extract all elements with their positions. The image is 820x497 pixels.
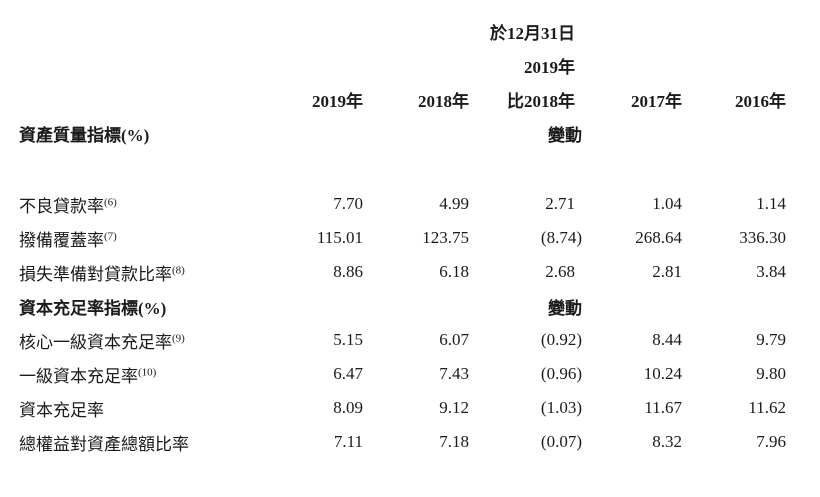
footnote-marker: (8) [172,263,185,276]
value-cell: 8.86 [333,262,363,281]
value-cell: 7.11 [333,432,363,451]
header-col-2016: 2016年 [735,91,786,111]
value-cell: (0.92) [540,330,582,349]
value-cell: 7.70 [333,194,363,213]
header-change-line1-row: 2019年 [19,48,786,82]
value-cell: 9.79 [756,330,786,349]
header-col-change: 比2018年 [507,91,575,111]
value-cell: 8.09 [333,398,363,417]
header-change-line3-cell: 變動 [469,116,582,150]
value-cell: 2.71 [545,194,575,213]
header-date-row: 於12月31日 [19,14,786,48]
section-title: 資本充足率指標(%) [19,298,167,318]
value-cell: 6.47 [333,364,363,383]
value-cell: 2.81 [652,262,682,281]
row-label: 總權益對資產總額比率 [19,434,189,454]
section2-change-cell: 變動 [469,289,582,323]
header-date-cell: 於12月31日 [469,14,575,48]
section-capital-adequacy-title-row: 資本充足率指標(%) 變動 [19,289,786,323]
table-row-core-tier1-car: 核心一級資本充足率(9) 5.15 6.07 (0.92) 8.44 9.79 [19,323,786,357]
table-row-car: 資本充足率 8.09 9.12 (1.03) 11.67 11.62 [19,391,786,425]
value-cell: 6.07 [439,330,469,349]
value-cell: 1.04 [652,194,682,213]
row-label: 資本充足率 [19,400,104,420]
header-col-2017: 2017年 [631,91,682,111]
value-cell: 3.84 [756,262,786,281]
financial-ratios-table: 於12月31日 2019年 2019年 2018年 比2018年 [19,14,786,459]
value-cell: 8.44 [652,330,682,349]
value-cell: 8.32 [652,432,682,451]
value-cell: 9.80 [756,364,786,383]
value-cell: 2.68 [545,262,575,281]
spacer-row [19,150,786,187]
value-cell: 6.18 [439,262,469,281]
header-col-2019: 2019年 [312,91,363,111]
table-row-npl-ratio: 不良貸款率(6) 7.70 4.99 2.71 1.04 1.14 [19,187,786,221]
row-label: 一級資本充足率(10) [19,365,157,386]
header-change-line1-cell: 2019年 [469,48,575,82]
change-label: 變動 [548,125,582,145]
row-label: 撥備覆蓋率(7) [19,229,117,250]
row-label: 不良貸款率(6) [19,195,117,216]
footnote-marker: (9) [172,331,185,344]
footnote-marker: (6) [104,195,117,208]
section-asset-quality-title-row: 資產質量指標(%) 變動 [19,116,786,150]
row-label: 核心一級資本充足率(9) [19,331,185,352]
value-cell: 11.67 [644,398,682,417]
value-cell: (8.74) [540,228,582,247]
section-title: 資產質量指標(%) [19,125,150,145]
footnote-marker: (7) [104,229,117,242]
header-col-2018: 2018年 [418,91,469,111]
value-cell: 10.24 [643,364,682,383]
value-cell: 5.15 [333,330,363,349]
value-cell: 4.99 [439,194,469,213]
value-cell: 336.30 [739,228,786,247]
row-label: 損失準備對貸款比率(8) [19,263,185,284]
value-cell: 115.01 [316,228,363,247]
change-label: 變動 [548,298,582,318]
value-cell: 7.43 [439,364,469,383]
header-years-row: 2019年 2018年 比2018年 2017年 2016年 [19,82,786,116]
value-cell: 7.96 [756,432,786,451]
header-change-line1-label: 2019年 [524,57,575,77]
footnote-marker: (10) [138,365,157,378]
document-page: 於12月31日 2019年 2019年 2018年 比2018年 [19,14,786,459]
value-cell: 7.18 [439,432,469,451]
table-row-equity-to-assets: 總權益對資產總額比率 7.11 7.18 (0.07) 8.32 7.96 [19,425,786,459]
header-date-label: 於12月31日 [490,23,575,43]
value-cell: (1.03) [540,398,582,417]
value-cell: (0.07) [540,432,582,451]
value-cell: 9.12 [439,398,469,417]
value-cell: 11.62 [748,398,786,417]
table-row-loss-reserve-to-loans: 損失準備對貸款比率(8) 8.86 6.18 2.68 2.81 3.84 [19,255,786,289]
table-row-provision-coverage: 撥備覆蓋率(7) 115.01 123.75 (8.74) 268.64 336… [19,221,786,255]
value-cell: 268.64 [635,228,682,247]
value-cell: (0.96) [540,364,582,383]
table-row-tier1-car: 一級資本充足率(10) 6.47 7.43 (0.96) 10.24 9.80 [19,357,786,391]
value-cell: 1.14 [756,194,786,213]
value-cell: 123.75 [422,228,469,247]
